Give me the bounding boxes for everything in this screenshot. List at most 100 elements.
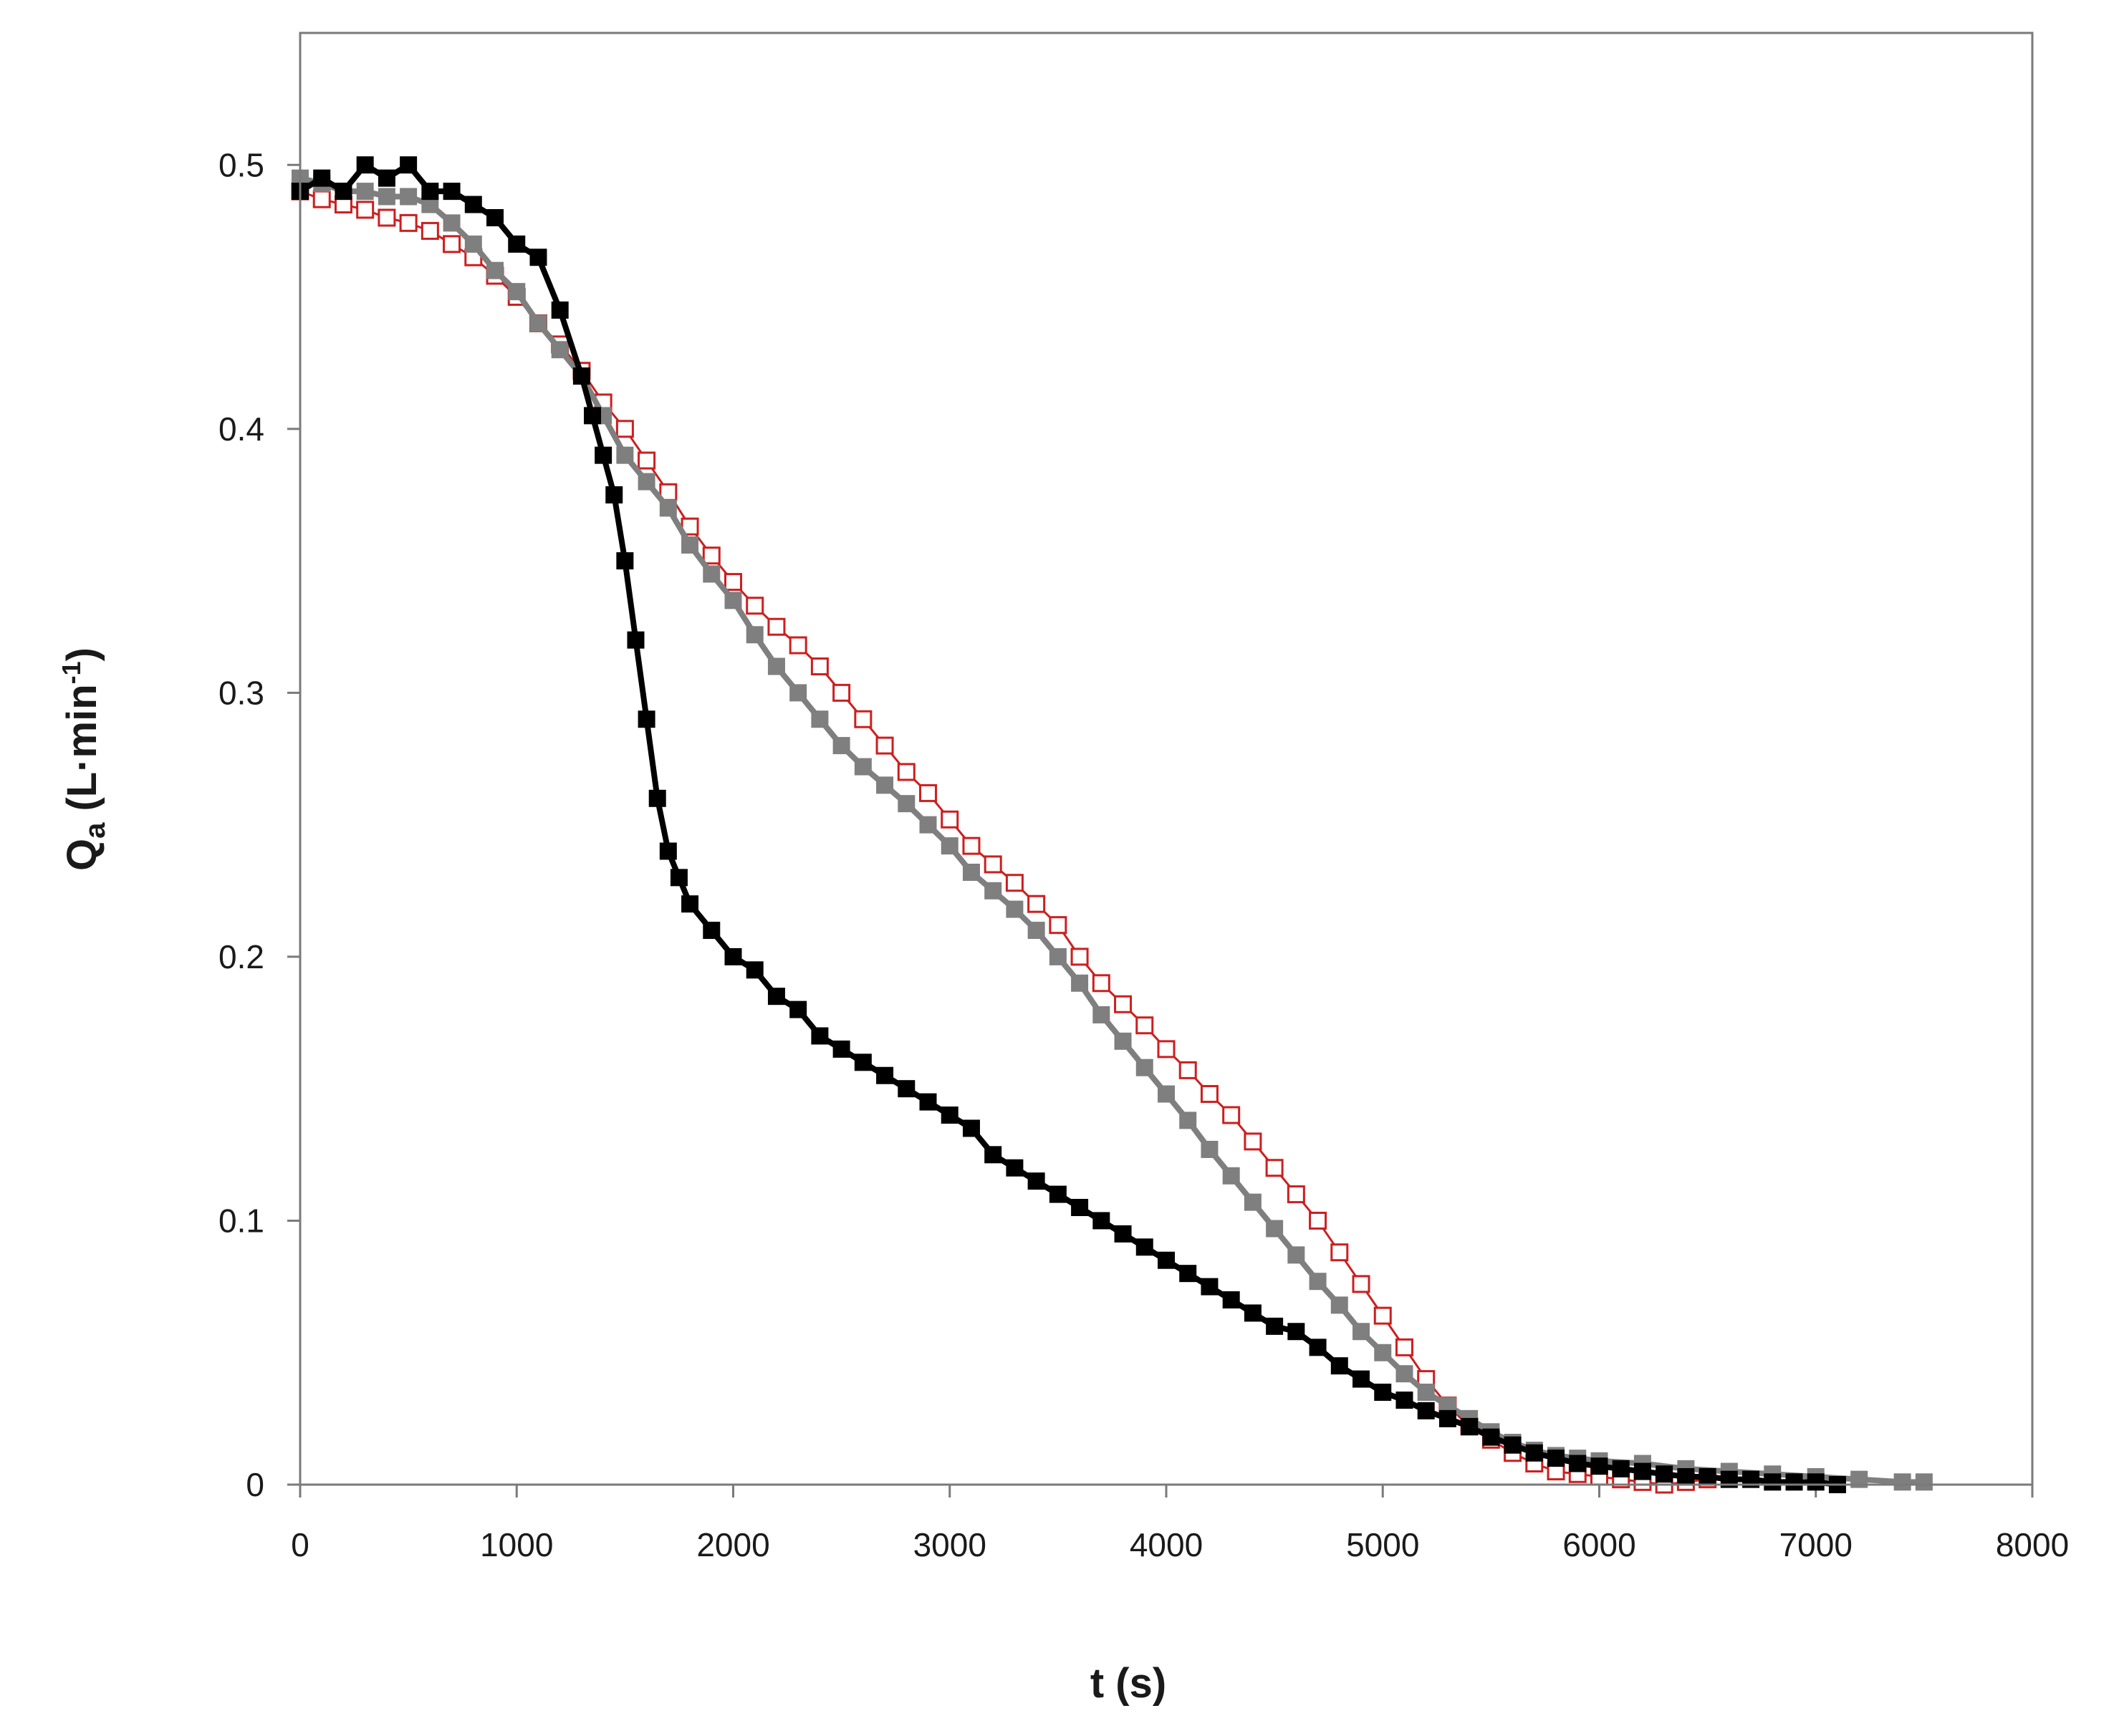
data-point bbox=[1590, 1457, 1608, 1475]
data-point bbox=[962, 863, 980, 881]
data-point bbox=[615, 420, 634, 438]
data-point bbox=[1461, 1417, 1479, 1435]
data-point bbox=[1330, 1296, 1348, 1314]
data-point bbox=[854, 710, 873, 728]
y-tick-label: 0 bbox=[246, 1466, 264, 1503]
y-axis-title-unit: (L·min bbox=[59, 684, 105, 822]
y-tick-label: 0.1 bbox=[218, 1202, 264, 1239]
data-point bbox=[627, 631, 645, 649]
data-point bbox=[1309, 1339, 1327, 1356]
data-point bbox=[1482, 1428, 1500, 1446]
data-point bbox=[400, 156, 418, 174]
data-point bbox=[811, 710, 829, 728]
x-tick-label: 4000 bbox=[1130, 1526, 1203, 1563]
data-point bbox=[681, 536, 699, 554]
data-point bbox=[1049, 947, 1067, 965]
data-point bbox=[1200, 1085, 1219, 1104]
data-point bbox=[702, 546, 721, 565]
data-point bbox=[1764, 1473, 1782, 1491]
data-point bbox=[1005, 874, 1024, 892]
data-point bbox=[1265, 1159, 1284, 1177]
data-point bbox=[854, 1053, 872, 1071]
data-point bbox=[789, 684, 807, 702]
data-point bbox=[1006, 1159, 1024, 1177]
data-point bbox=[854, 758, 872, 776]
data-point bbox=[746, 597, 764, 615]
data-point bbox=[1438, 1409, 1456, 1427]
data-point bbox=[1807, 1473, 1825, 1491]
data-point bbox=[399, 213, 418, 232]
data-point bbox=[1504, 1436, 1522, 1454]
data-point bbox=[1092, 1212, 1110, 1230]
data-point bbox=[638, 710, 655, 728]
data-point bbox=[1157, 1040, 1176, 1059]
y-axis-title: Qa (L·min-1) bbox=[57, 647, 111, 871]
data-point bbox=[1222, 1167, 1240, 1185]
x-tick-label: 8000 bbox=[1996, 1526, 2069, 1563]
data-point bbox=[1092, 974, 1110, 993]
data-point bbox=[789, 636, 807, 655]
data-point bbox=[724, 947, 742, 965]
data-point bbox=[832, 683, 851, 702]
data-point bbox=[875, 736, 894, 755]
data-point bbox=[1266, 1317, 1284, 1335]
data-point bbox=[810, 657, 829, 676]
data-point bbox=[616, 446, 634, 464]
data-point bbox=[941, 1106, 958, 1124]
data-point bbox=[898, 795, 916, 813]
data-point bbox=[1373, 1306, 1392, 1325]
x-tick-label: 5000 bbox=[1346, 1526, 1419, 1563]
data-point bbox=[1417, 1384, 1435, 1402]
data-point bbox=[1222, 1106, 1241, 1124]
data-point bbox=[659, 842, 677, 860]
y-axis-title-superscript: -1 bbox=[57, 661, 86, 684]
x-tick-label: 1000 bbox=[480, 1526, 553, 1563]
data-point bbox=[551, 301, 569, 319]
data-point bbox=[1114, 1032, 1132, 1050]
data-point bbox=[811, 1027, 829, 1045]
data-point bbox=[486, 261, 504, 279]
data-point bbox=[1633, 1462, 1651, 1480]
data-point bbox=[1027, 894, 1046, 913]
data-point bbox=[508, 283, 526, 301]
data-point bbox=[659, 499, 677, 517]
series-0 bbox=[292, 156, 1846, 1493]
data-point bbox=[1287, 1323, 1305, 1341]
data-point bbox=[1222, 1291, 1240, 1309]
data-point bbox=[1395, 1338, 1413, 1356]
y-axis-title-main: Q bbox=[59, 839, 105, 871]
series-layer bbox=[291, 156, 1933, 1494]
data-point bbox=[1158, 1251, 1175, 1269]
data-point bbox=[1049, 916, 1067, 935]
data-point bbox=[767, 617, 786, 636]
data-point bbox=[508, 235, 526, 253]
data-point bbox=[313, 169, 331, 187]
data-point bbox=[1352, 1370, 1370, 1388]
data-point bbox=[984, 882, 1002, 900]
data-point bbox=[1547, 1450, 1565, 1467]
data-point bbox=[703, 565, 721, 583]
y-tick-label: 0.4 bbox=[218, 410, 264, 448]
data-point bbox=[1287, 1246, 1305, 1264]
y-tick-label: 0.2 bbox=[218, 938, 264, 975]
data-point bbox=[1698, 1467, 1716, 1485]
data-point bbox=[486, 208, 504, 226]
series-line bbox=[298, 162, 1838, 1487]
data-point bbox=[378, 208, 396, 227]
data-point bbox=[443, 235, 461, 254]
y-tick-label: 0.5 bbox=[218, 146, 264, 183]
series-line bbox=[299, 175, 1924, 1485]
data-point bbox=[1135, 1238, 1153, 1256]
data-point bbox=[1114, 995, 1133, 1013]
data-point bbox=[648, 789, 666, 807]
data-point bbox=[703, 922, 721, 940]
data-point bbox=[962, 836, 981, 855]
data-point bbox=[1309, 1273, 1327, 1291]
data-point bbox=[1201, 1140, 1219, 1158]
data-point bbox=[919, 783, 938, 802]
data-point bbox=[898, 1080, 916, 1098]
data-point bbox=[832, 1040, 850, 1058]
data-point bbox=[584, 407, 602, 425]
data-point bbox=[832, 737, 850, 755]
